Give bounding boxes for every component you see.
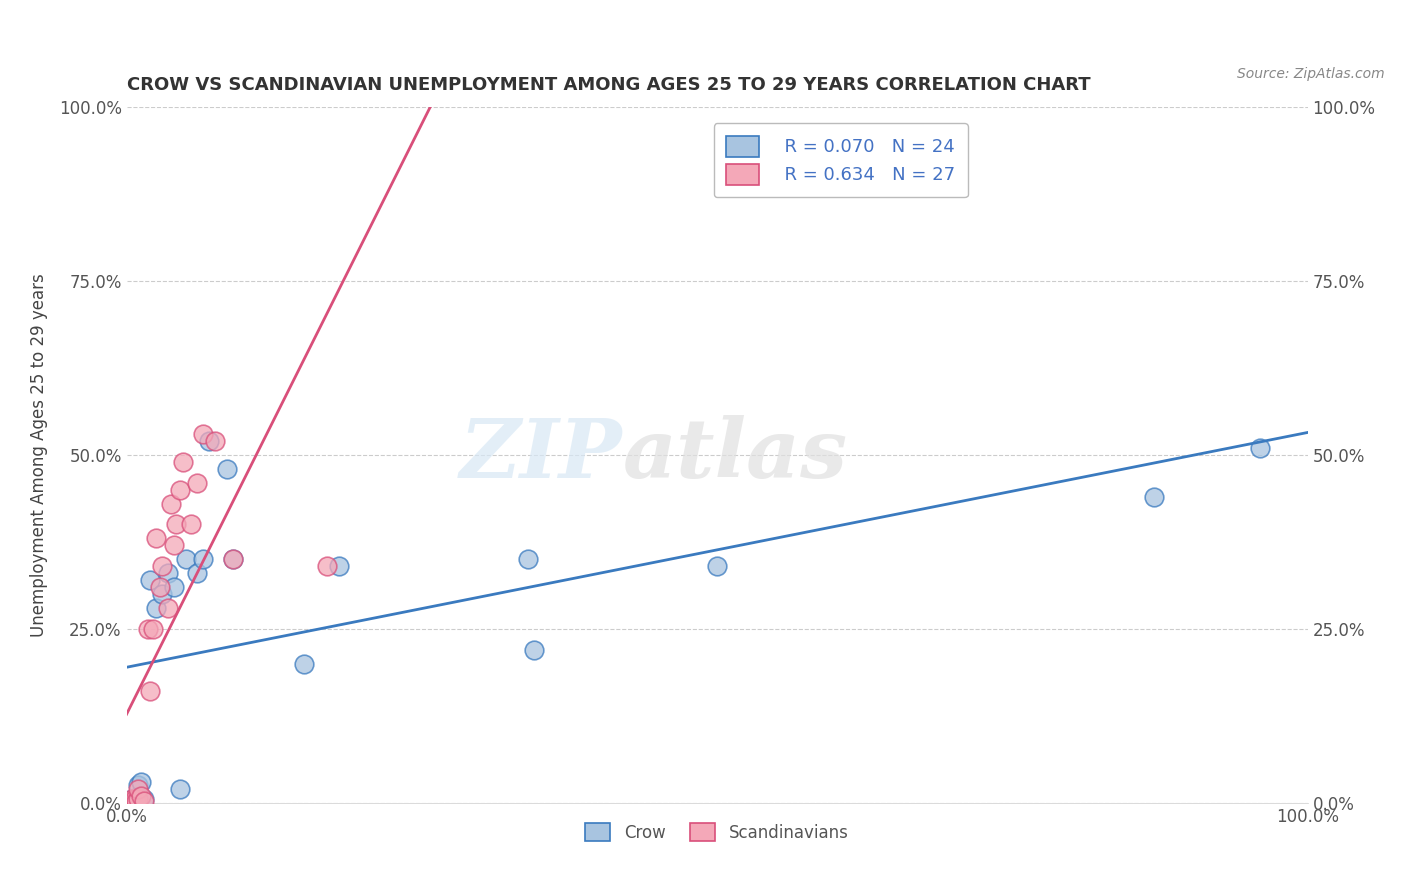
Point	[163, 580, 186, 594]
Point	[124, 792, 146, 806]
Point	[222, 552, 245, 566]
Point	[292, 657, 315, 671]
Point	[1249, 441, 1271, 455]
Point	[127, 781, 149, 796]
Point	[121, 794, 143, 808]
Point	[169, 781, 191, 796]
Point	[180, 517, 202, 532]
Text: Source: ZipAtlas.com: Source: ZipAtlas.com	[1237, 67, 1385, 81]
Point	[125, 794, 148, 808]
Point	[316, 559, 339, 574]
Point	[172, 455, 194, 469]
Point	[121, 792, 143, 806]
Point	[204, 434, 226, 448]
Point	[141, 622, 163, 636]
Point	[156, 601, 179, 615]
Point	[193, 552, 215, 566]
Legend: Crow, Scandinavians: Crow, Scandinavians	[576, 814, 858, 850]
Point	[139, 684, 162, 698]
Point	[215, 462, 238, 476]
Point	[120, 794, 142, 808]
Point	[517, 552, 540, 566]
Text: atlas: atlas	[623, 415, 848, 495]
Point	[706, 559, 728, 574]
Point	[134, 794, 156, 808]
Point	[150, 559, 173, 574]
Point	[136, 622, 159, 636]
Y-axis label: Unemployment Among Ages 25 to 29 years: Unemployment Among Ages 25 to 29 years	[30, 273, 48, 637]
Point	[127, 778, 149, 793]
Point	[129, 775, 152, 789]
Point	[145, 601, 167, 615]
Point	[121, 792, 143, 806]
Text: CROW VS SCANDINAVIAN UNEMPLOYMENT AMONG AGES 25 TO 29 YEARS CORRELATION CHART: CROW VS SCANDINAVIAN UNEMPLOYMENT AMONG …	[127, 77, 1090, 95]
Point	[134, 792, 156, 806]
Point	[1143, 490, 1166, 504]
Point	[174, 552, 197, 566]
Point	[149, 580, 172, 594]
Point	[150, 587, 173, 601]
Point	[125, 792, 148, 806]
Point	[186, 566, 208, 581]
Point	[165, 517, 187, 532]
Point	[163, 538, 186, 552]
Text: ZIP: ZIP	[460, 415, 623, 495]
Point	[127, 792, 149, 806]
Point	[328, 559, 350, 574]
Point	[127, 789, 149, 803]
Point	[145, 532, 167, 546]
Point	[169, 483, 191, 497]
Point	[186, 475, 208, 490]
Point	[523, 642, 546, 657]
Point	[198, 434, 221, 448]
Point	[121, 794, 143, 808]
Point	[160, 497, 183, 511]
Point	[156, 566, 179, 581]
Point	[139, 573, 162, 587]
Point	[222, 552, 245, 566]
Point	[193, 427, 215, 442]
Point	[129, 789, 152, 803]
